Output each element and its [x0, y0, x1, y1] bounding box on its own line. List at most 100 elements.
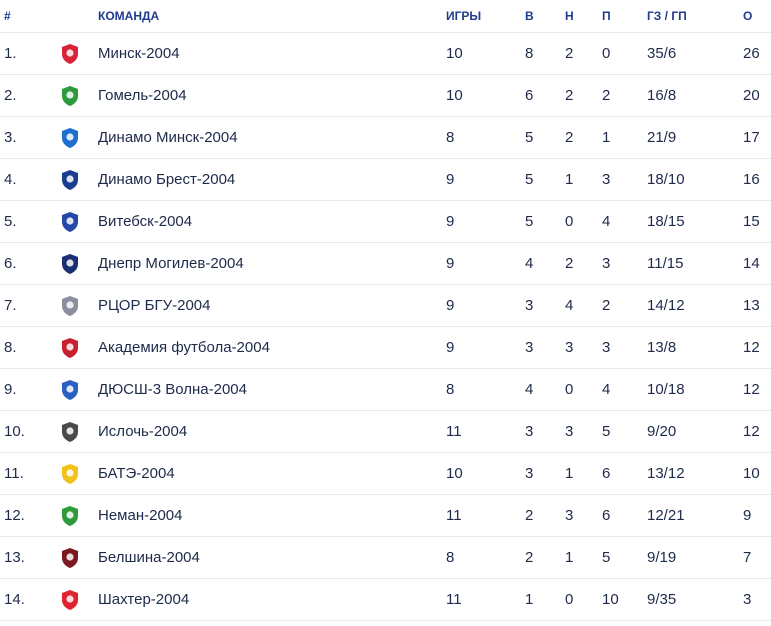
bate-logo-icon — [60, 463, 80, 485]
row-points: 15 — [743, 200, 771, 243]
table-row[interactable]: 5. Витебск-2004 9 5 0 4 18/15 15 — [0, 200, 771, 243]
row-rank: 14. — [0, 578, 54, 621]
header-draws[interactable]: Н — [565, 0, 602, 33]
shakhtyor-logo-icon — [60, 589, 80, 611]
dinamo-minsk-logo-shape — [62, 127, 78, 148]
row-points: 13 — [743, 284, 771, 327]
row-points: 9 — [743, 494, 771, 537]
row-wins: 3 — [525, 410, 565, 453]
neman-logo-icon — [60, 505, 80, 527]
shakhtyor-logo-shape — [62, 589, 78, 610]
team-name-link[interactable]: Гомель-2004 — [98, 74, 446, 117]
header-losses[interactable]: П — [602, 0, 647, 33]
team-logo — [54, 116, 98, 159]
row-goals: 18/15 — [647, 200, 743, 243]
row-games: 9 — [446, 242, 525, 285]
table-row[interactable]: 10. Ислочь-2004 11 3 3 5 9/20 12 — [0, 410, 771, 453]
table-row[interactable]: 1. Минск-2004 10 8 2 0 35/6 26 — [0, 32, 771, 75]
team-logo — [54, 410, 98, 453]
team-name-link[interactable]: Неман-2004 — [98, 494, 446, 537]
team-logo — [54, 536, 98, 579]
team-name-link[interactable]: Витебск-2004 — [98, 200, 446, 243]
table-row[interactable]: 3. Динамо Минск-2004 8 5 2 1 21/9 17 — [0, 116, 771, 159]
rcor-bgu-logo-shape — [62, 295, 78, 316]
team-name-link[interactable]: ДЮСШ-3 Волна-2004 — [98, 368, 446, 411]
header-points[interactable]: О — [743, 0, 771, 33]
team-name-link[interactable]: Динамо Минск-2004 — [98, 116, 446, 159]
team-logo — [54, 326, 98, 369]
table-row[interactable]: 8. Академия футбола-2004 9 3 3 3 13/8 12 — [0, 326, 771, 369]
row-games: 9 — [446, 158, 525, 201]
table-row[interactable]: 4. Динамо Брест-2004 9 5 1 3 18/10 16 — [0, 158, 771, 201]
table-row[interactable]: 9. ДЮСШ-3 Волна-2004 8 4 0 4 10/18 12 — [0, 368, 771, 411]
table-row[interactable]: 14. Шахтер-2004 11 1 0 10 9/35 3 — [0, 578, 771, 621]
row-points: 14 — [743, 242, 771, 285]
dinamo-brest-logo-shape — [62, 169, 78, 190]
vitebsk-logo-shape — [62, 211, 78, 232]
row-points: 12 — [743, 410, 771, 453]
row-rank: 13. — [0, 536, 54, 579]
header-games[interactable]: ИГРЫ — [446, 0, 525, 33]
team-name-link[interactable]: РЦОР БГУ-2004 — [98, 284, 446, 327]
team-name-link[interactable]: Шахтер-2004 — [98, 578, 446, 621]
row-points: 12 — [743, 326, 771, 369]
academy-logo-shape — [62, 337, 78, 358]
row-points: 3 — [743, 578, 771, 621]
header-rank[interactable]: # — [0, 0, 54, 33]
row-draws: 0 — [565, 578, 602, 621]
academy-logo-icon — [60, 337, 80, 359]
row-goals: 10/18 — [647, 368, 743, 411]
dinamo-brest-logo-icon — [60, 169, 80, 191]
team-name-link[interactable]: Академия футбола-2004 — [98, 326, 446, 369]
row-goals: 14/12 — [647, 284, 743, 327]
team-name-link[interactable]: Ислочь-2004 — [98, 410, 446, 453]
row-wins: 4 — [525, 242, 565, 285]
table-row[interactable]: 12. Неман-2004 11 2 3 6 12/21 9 — [0, 494, 771, 537]
row-draws: 1 — [565, 158, 602, 201]
row-losses: 4 — [602, 200, 647, 243]
team-logo — [54, 242, 98, 285]
row-rank: 8. — [0, 326, 54, 369]
header-goals[interactable]: ГЗ / ГП — [647, 0, 743, 33]
row-losses: 2 — [602, 74, 647, 117]
row-games: 8 — [446, 368, 525, 411]
row-rank: 1. — [0, 32, 54, 75]
row-rank: 12. — [0, 494, 54, 537]
row-games: 9 — [446, 284, 525, 327]
team-logo — [54, 32, 98, 75]
row-goals: 13/8 — [647, 326, 743, 369]
row-rank: 10. — [0, 410, 54, 453]
team-name-link[interactable]: Белшина-2004 — [98, 536, 446, 579]
row-points: 26 — [743, 32, 771, 75]
minsk-logo-shape — [62, 43, 78, 64]
row-games: 8 — [446, 536, 525, 579]
row-rank: 9. — [0, 368, 54, 411]
neman-logo-shape — [62, 505, 78, 526]
volna-logo-icon — [60, 379, 80, 401]
team-name-link[interactable]: Динамо Брест-2004 — [98, 158, 446, 201]
row-games: 11 — [446, 410, 525, 453]
row-wins: 3 — [525, 326, 565, 369]
row-games: 10 — [446, 32, 525, 75]
row-rank: 3. — [0, 116, 54, 159]
table-row[interactable]: 7. РЦОР БГУ-2004 9 3 4 2 14/12 13 — [0, 284, 771, 327]
row-wins: 4 — [525, 368, 565, 411]
row-wins: 5 — [525, 200, 565, 243]
team-name-link[interactable]: БАТЭ-2004 — [98, 452, 446, 495]
header-team[interactable]: КОМАНДА — [98, 0, 446, 33]
table-row[interactable]: 13. Белшина-2004 8 2 1 5 9/19 7 — [0, 536, 771, 579]
row-goals: 18/10 — [647, 158, 743, 201]
table-row[interactable]: 6. Днепр Могилев-2004 9 4 2 3 11/15 14 — [0, 242, 771, 285]
header-wins[interactable]: В — [525, 0, 565, 33]
gomel-logo-icon — [60, 85, 80, 107]
row-draws: 2 — [565, 74, 602, 117]
vitebsk-logo-icon — [60, 211, 80, 233]
team-name-link[interactable]: Минск-2004 — [98, 32, 446, 75]
row-wins: 8 — [525, 32, 565, 75]
table-row[interactable]: 2. Гомель-2004 10 6 2 2 16/8 20 — [0, 74, 771, 117]
row-draws: 1 — [565, 452, 602, 495]
team-name-link[interactable]: Днепр Могилев-2004 — [98, 242, 446, 285]
table-row[interactable]: 11. БАТЭ-2004 10 3 1 6 13/12 10 — [0, 452, 771, 495]
dnepr-logo-icon — [60, 253, 80, 275]
team-logo — [54, 368, 98, 411]
